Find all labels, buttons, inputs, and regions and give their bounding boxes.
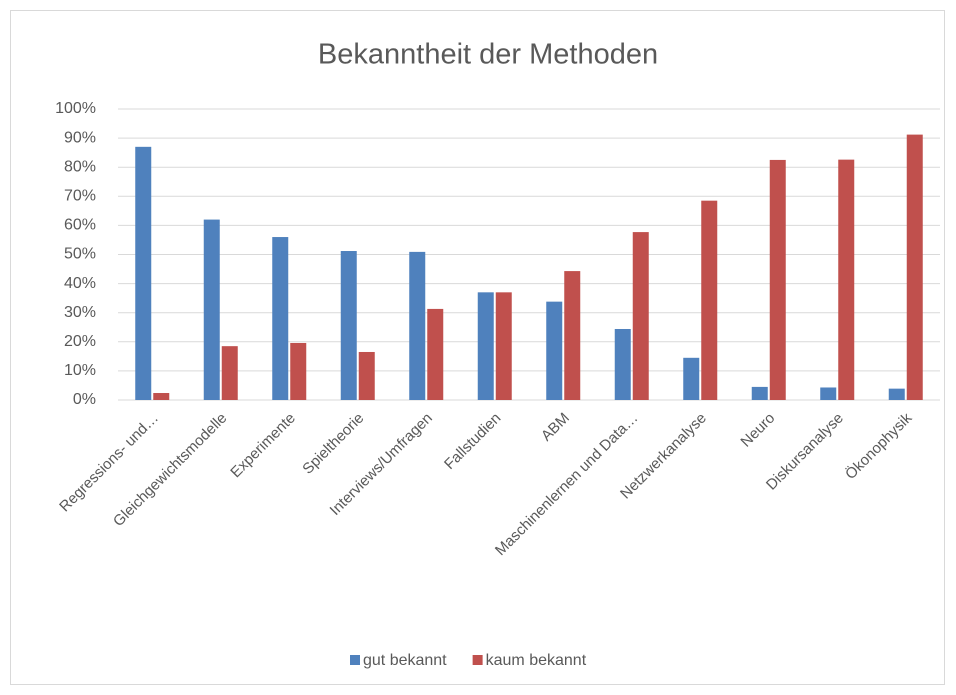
bar [203,219,220,400]
bar [427,308,444,400]
bar [153,393,170,400]
y-tick-label: 100% [55,100,96,117]
y-tick-label: 0% [73,391,96,408]
bar [272,237,289,400]
y-tick-label: 10% [64,362,96,379]
bar [564,271,581,400]
y-tick-label: 70% [64,188,96,205]
bar [546,301,563,400]
legend-swatch [350,655,360,665]
legend-label: kaum bekannt [486,652,587,669]
y-tick-label: 50% [64,246,96,263]
bar [495,292,512,400]
bar [906,134,923,400]
bar [769,159,786,400]
bar [888,388,905,400]
bar [221,346,238,400]
chart-title: Bekanntheit der Methoden [318,39,658,71]
bar [477,292,494,400]
bar [751,386,768,400]
legend-swatch [472,655,483,665]
bar [340,251,357,400]
y-tick-label: 40% [64,275,96,292]
bar [701,200,718,400]
y-tick-label: 30% [64,304,96,321]
bar [135,146,152,400]
y-tick-label: 80% [64,158,96,175]
bar [838,159,855,400]
bar [409,251,426,400]
bar [358,351,375,400]
bar [820,387,837,400]
y-tick-label: 60% [64,217,96,234]
legend-label: gut bekannt [363,652,447,669]
bar [632,232,649,400]
chart-border [10,10,945,685]
bar [683,357,700,400]
bar [290,342,307,400]
y-tick-label: 20% [64,333,96,350]
y-tick-label: 90% [64,129,96,146]
bar [614,328,631,400]
